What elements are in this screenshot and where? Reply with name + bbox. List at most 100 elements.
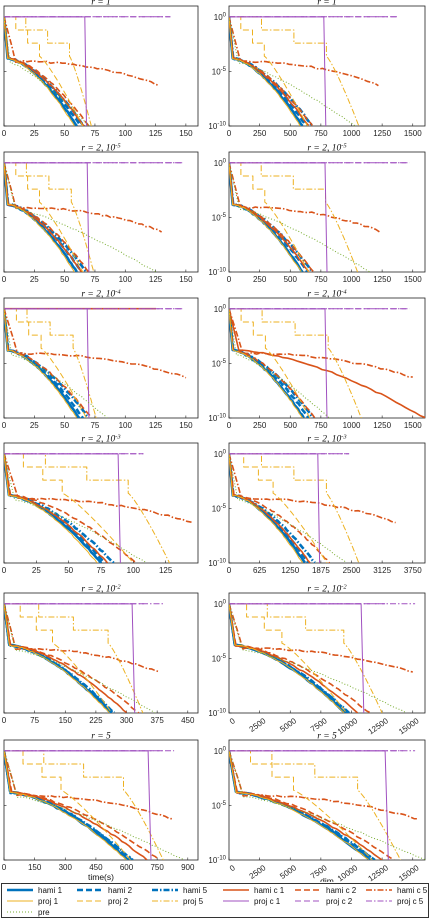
panel-0: r = 1 0 25 50 75 100 125 150	[2, 0, 199, 138]
x-tick-label: 125	[149, 129, 163, 138]
series-line-hami-5	[229, 308, 315, 418]
series-line-proj-5	[229, 603, 383, 713]
series-line-proj-c-1	[4, 750, 152, 860]
series-line-hami-c-2	[229, 750, 395, 860]
legend-swatch	[77, 900, 103, 902]
panel-10: r = 5 0 150 300 450 600 750 900 time(s)	[2, 732, 199, 882]
series-line-hami-2	[4, 308, 84, 418]
x-tick-label: 100	[119, 421, 133, 430]
series-line-hami-2	[229, 308, 310, 418]
series-line-hami-c-5	[4, 603, 160, 673]
x-tick-label: 75	[90, 129, 99, 138]
panel-7: r = 2, 10-3 0 625 1250 1875 2500 3125 3750 100 10…	[208, 434, 426, 575]
y-tick-label: 10-10	[208, 559, 226, 569]
series-line-hami-c-1	[4, 453, 109, 563]
x-tick-label: 750	[314, 129, 328, 138]
legend: hami 1 hami 2 hami 5 hami c 1 hami c 2 hami c…	[1, 883, 429, 918]
series-line-proj-2	[4, 308, 87, 418]
legend-label: hami c 1	[254, 885, 285, 895]
panel-title: r = 2, 10-2	[81, 584, 121, 595]
x-tick-label: 15000	[397, 716, 421, 736]
series-line-hami-1	[4, 162, 78, 272]
series-line-hami-2	[229, 162, 309, 272]
series-line-pre	[4, 750, 184, 860]
y-tick-label: 100	[214, 599, 227, 609]
series-line-proj-2	[4, 16, 84, 126]
panel-title: r = 2, 10-3	[81, 434, 121, 445]
x-tick-label: 300	[120, 716, 134, 725]
series-line-pre	[229, 453, 347, 563]
x-tick-label: 150	[179, 421, 193, 430]
series-line-hami-c-1	[4, 162, 83, 272]
x-tick-label: 1000	[343, 421, 361, 430]
panel-title: r = 2, 10-4	[307, 289, 347, 300]
series-group	[4, 16, 171, 126]
panel-title: r = 2, 10-4	[81, 289, 121, 300]
legend-item: proj c 2	[294, 896, 352, 906]
legend-swatch	[223, 900, 249, 902]
series-group	[229, 16, 398, 126]
legend-item: pre	[6, 907, 50, 917]
legend-label: hami 5	[183, 885, 208, 895]
x-tick-label: 2500	[343, 566, 361, 575]
x-tick-label: 3750	[404, 566, 422, 575]
x-tick-label: 900	[181, 863, 195, 872]
series-line-hami-c-1	[4, 603, 127, 713]
series-line-hami-c-2	[4, 750, 160, 860]
x-tick-label: 100	[119, 129, 133, 138]
legend-label: proj c 2	[326, 896, 353, 906]
x-tick-label: 12500	[367, 863, 391, 882]
series-line-hami-c-5	[229, 453, 396, 524]
series-line-hami-1	[4, 453, 103, 563]
series-line-proj-2	[229, 750, 373, 860]
axes-frame	[228, 592, 426, 714]
x-tick-label: 250	[253, 129, 267, 138]
panel-title: r = 5	[317, 732, 337, 742]
series-line-proj-c-1	[229, 603, 365, 713]
x-tick-label: 150	[28, 863, 42, 872]
series-group	[229, 750, 425, 860]
x-tick-label: 1250	[373, 129, 391, 138]
x-tick-label: 10000	[336, 863, 360, 882]
series-line-proj-2	[229, 453, 328, 563]
y-tick-label: 10-5	[212, 654, 227, 664]
panel-3: r = 2, 10-5 0 250 500 750 1000 1250 1500 100 10-5…	[208, 143, 426, 284]
x-tick-label: 500	[284, 129, 298, 138]
x-tick-label: 0	[2, 716, 7, 725]
x-tick-label: 10000	[336, 716, 360, 736]
series-line-hami-5	[4, 453, 115, 563]
legend-swatch	[223, 889, 249, 891]
x-tick-label: 0	[227, 421, 232, 430]
series-group	[4, 453, 192, 563]
x-tick-label: 0	[228, 863, 237, 873]
x-tick-label: 600	[120, 863, 134, 872]
x-tick-label: 0	[2, 275, 7, 284]
legend-swatch	[295, 889, 321, 891]
series-line-hami-1	[4, 16, 78, 126]
legend-item: proj c 5	[365, 896, 423, 906]
series-line-proj-1	[4, 308, 78, 418]
legend-swatch	[366, 900, 392, 902]
x-tick-label: 25	[30, 421, 39, 430]
series-line-proj-2	[229, 603, 347, 713]
series-line-pre	[4, 16, 90, 126]
series-line-hami-c-2	[4, 453, 137, 563]
x-tick-label: 5000	[278, 863, 298, 881]
series-line-proj-2	[4, 750, 131, 860]
x-tick-label: 1875	[312, 566, 330, 575]
legend-item: proj 2	[76, 896, 128, 906]
series-line-hami-c-5	[229, 162, 381, 233]
legend-label: proj c 1	[254, 896, 281, 906]
series-line-proj-c-1	[4, 453, 121, 563]
legend-swatch	[77, 888, 103, 892]
series-line-hami-1	[4, 750, 130, 860]
series-line-proj-5	[229, 308, 362, 418]
series-line-hami-2	[4, 16, 82, 126]
series-line-hami-c-2	[4, 603, 140, 713]
panel-4: r = 2, 10-4 0 25 50 75 100 125 150	[2, 289, 199, 430]
x-tick-label: 125	[149, 275, 163, 284]
series-line-pre	[4, 453, 147, 563]
series-line-proj-5	[4, 16, 92, 126]
series-line-proj-5	[4, 162, 95, 272]
